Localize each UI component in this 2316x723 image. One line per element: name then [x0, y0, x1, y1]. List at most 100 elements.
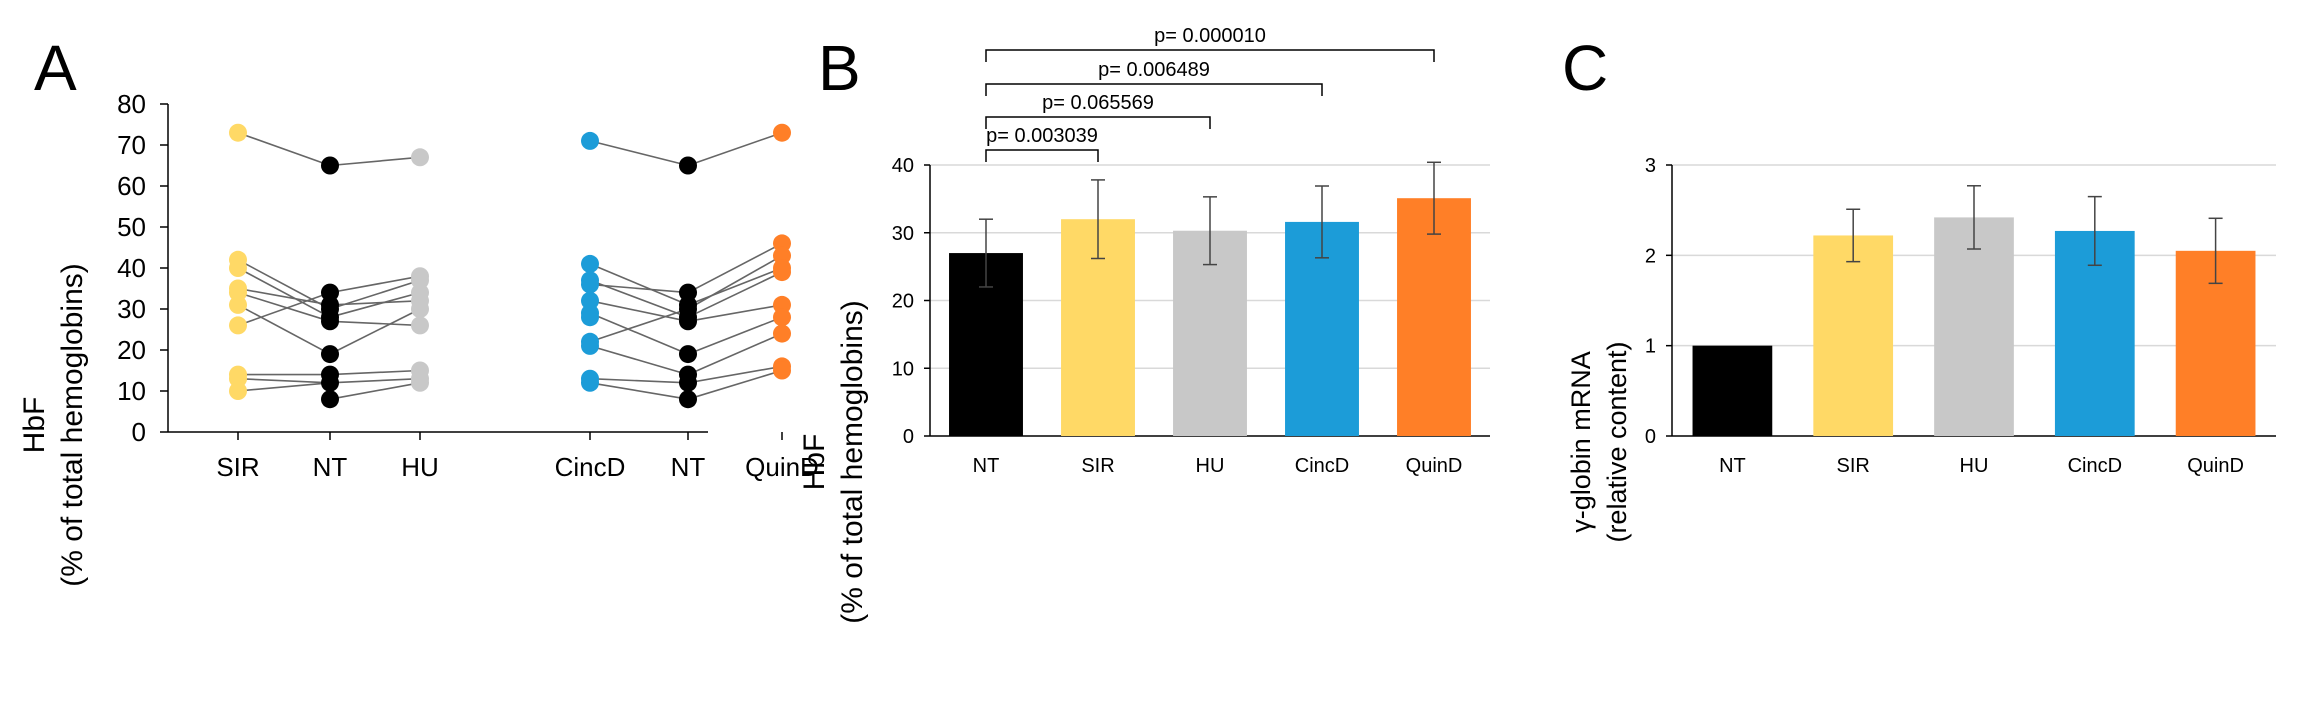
panel-a-pair-line	[237, 267, 331, 318]
panel-a-pair-line	[687, 242, 783, 294]
panel-label-c: C	[1562, 32, 1608, 104]
panel-a-point-quind	[773, 123, 791, 142]
panel-a-point-cincd	[581, 275, 599, 294]
panel-a-pair-line	[237, 287, 331, 306]
panel-a-point-nt	[679, 312, 697, 331]
panel-a-point-hu	[411, 373, 429, 392]
panel-a-pair-line	[687, 369, 783, 400]
panel-a-ylabel-line2: (% of total hemoglobins)	[56, 263, 89, 587]
panel-b-ytick-label: 30	[892, 223, 914, 245]
panel-a-point-cincd	[581, 373, 599, 392]
panel-b-significance-bracket	[985, 116, 1211, 129]
panel-a-ytick-label: 0	[132, 417, 146, 447]
panel-label-a: A	[34, 32, 77, 104]
panel-a-pair-line	[329, 377, 421, 384]
panel-b-ytick-label: 20	[892, 291, 914, 313]
panel-c-xtick-label-nt: NT	[1719, 455, 1746, 477]
panel-b-p-value-sir: p= 0.003039	[986, 125, 1098, 147]
panel-a-point-sir	[229, 259, 247, 277]
panel-a-xtick-label-quind: QuinD	[745, 452, 819, 482]
panel-a-pair-line	[329, 275, 421, 294]
panel-c-ylabel-line2: (relative content)	[1602, 341, 1632, 542]
panel-b-xtick-label-sir: SIR	[1081, 455, 1114, 477]
panel-a-point-cincd	[581, 291, 599, 310]
panel-a-point-quind	[773, 308, 791, 327]
panel-a-pair-line	[329, 156, 421, 167]
panel-a-pair-line	[687, 131, 783, 167]
panel-c-xtick-label-sir: SIR	[1837, 455, 1870, 477]
panel-a-ytick-label: 50	[117, 212, 146, 242]
panel-b-ylabel-line1: HbF	[798, 434, 831, 491]
panel-a-pair-line	[329, 382, 421, 400]
panel-a-ytick-label: 10	[117, 376, 146, 406]
panel-a-pair-line	[329, 369, 421, 376]
panel-b-p-value-cincd: p= 0.006489	[1098, 59, 1210, 81]
panel-a-pair-line	[237, 291, 331, 323]
panel-a-point-cincd	[581, 254, 599, 273]
panel-a-point-quind	[773, 324, 791, 343]
panel-b-xtick-label-cincd: CincD	[1295, 455, 1349, 477]
panel-a-point-nt	[321, 156, 339, 175]
panel-a-xtick-label-nt: NT	[313, 452, 348, 482]
panel-a-pair-line	[329, 320, 421, 327]
panel-c-xtick-label-cincd: CincD	[2068, 455, 2122, 477]
panel-a-ylabel-line1: HbF	[18, 397, 51, 454]
panel-a-point-sir	[229, 316, 247, 335]
panel-c-bar-nt	[1692, 345, 1773, 436]
panel-a-pair-line	[687, 271, 783, 318]
panel-a-pair-line	[687, 316, 783, 355]
panel-a-point-hu	[411, 271, 429, 290]
panel-a-point-quind	[773, 263, 791, 282]
panel-a-pair-line	[237, 377, 331, 384]
panel-a-point-hu	[411, 300, 429, 318]
panel-a-pair-line	[589, 382, 689, 400]
panel-a-scatter: HbF (% of total hemoglobins) 0 10 20 30 40 50…	[18, 89, 819, 587]
panel-a-pair-line	[237, 131, 331, 167]
panel-a-pair-line	[329, 291, 421, 318]
panel-b-xtick-label-quind: QuinD	[1406, 455, 1463, 477]
panel-a-point-sir	[229, 123, 247, 142]
panel-a-pair-line	[589, 263, 689, 306]
panel-c-ytick-label: 3	[1645, 155, 1656, 177]
panel-a-pair-line	[589, 377, 689, 384]
panel-a-point-sir	[229, 295, 247, 314]
panel-c-ytick-label: 2	[1645, 245, 1656, 267]
panel-c-xtick-label-hu: HU	[1960, 455, 1989, 477]
panel-a-point-quind	[773, 361, 791, 380]
panel-a-xtick-label-hu: HU	[401, 452, 439, 482]
panel-a-pair-line	[237, 291, 331, 327]
panel-a-pair-line	[687, 255, 783, 310]
panel-c-ytick-label: 1	[1645, 336, 1656, 358]
panel-a-ytick-label: 20	[117, 335, 146, 365]
panel-a-ytick-label: 40	[117, 253, 146, 283]
panel-a-point-nt	[321, 283, 339, 302]
panel-b-ylabel-line2: (% of total hemoglobins)	[836, 300, 869, 624]
panel-a-point-nt	[679, 283, 697, 302]
panel-a-point-nt	[321, 390, 339, 409]
panel-a-pair-line	[589, 345, 689, 376]
panel-c-bar-chart: γ-globin mRNA (relative content) 0 1 2 3 NT S…	[1566, 155, 2276, 543]
panel-a-xtick-label-cincd: CincD	[555, 452, 626, 482]
panel-a-pair-line	[589, 300, 689, 323]
panel-a-ytick-label: 80	[117, 89, 146, 119]
panel-b-xtick-label-hu: HU	[1196, 455, 1225, 477]
panel-b-significance-bracket	[985, 149, 1099, 162]
panel-a-point-nt	[679, 345, 697, 364]
panel-b-significance-bracket	[985, 49, 1435, 62]
panel-a-point-cincd	[581, 308, 599, 327]
panel-label-b: B	[818, 32, 861, 104]
panel-a-pair-line	[687, 304, 783, 323]
panel-a-point-quind	[773, 246, 791, 265]
panel-c-xtick-label-quind: QuinD	[2187, 455, 2244, 477]
panel-b-bar-chart: HbF (% of total hemoglobins) 0 10 20 30 40 NT…	[798, 25, 1490, 624]
panel-c-bar-sir	[1813, 235, 1894, 436]
panel-a-pair-line	[687, 332, 783, 376]
panel-b-ytick-label: 10	[892, 358, 914, 380]
panel-a-pair-line	[589, 140, 689, 167]
panel-a-point-nt	[321, 373, 339, 392]
panel-a-pair-line	[237, 259, 331, 310]
panel-a-pair-line	[589, 312, 689, 355]
panel-a-point-sir	[229, 369, 247, 388]
panel-a-pair-line	[687, 365, 783, 384]
